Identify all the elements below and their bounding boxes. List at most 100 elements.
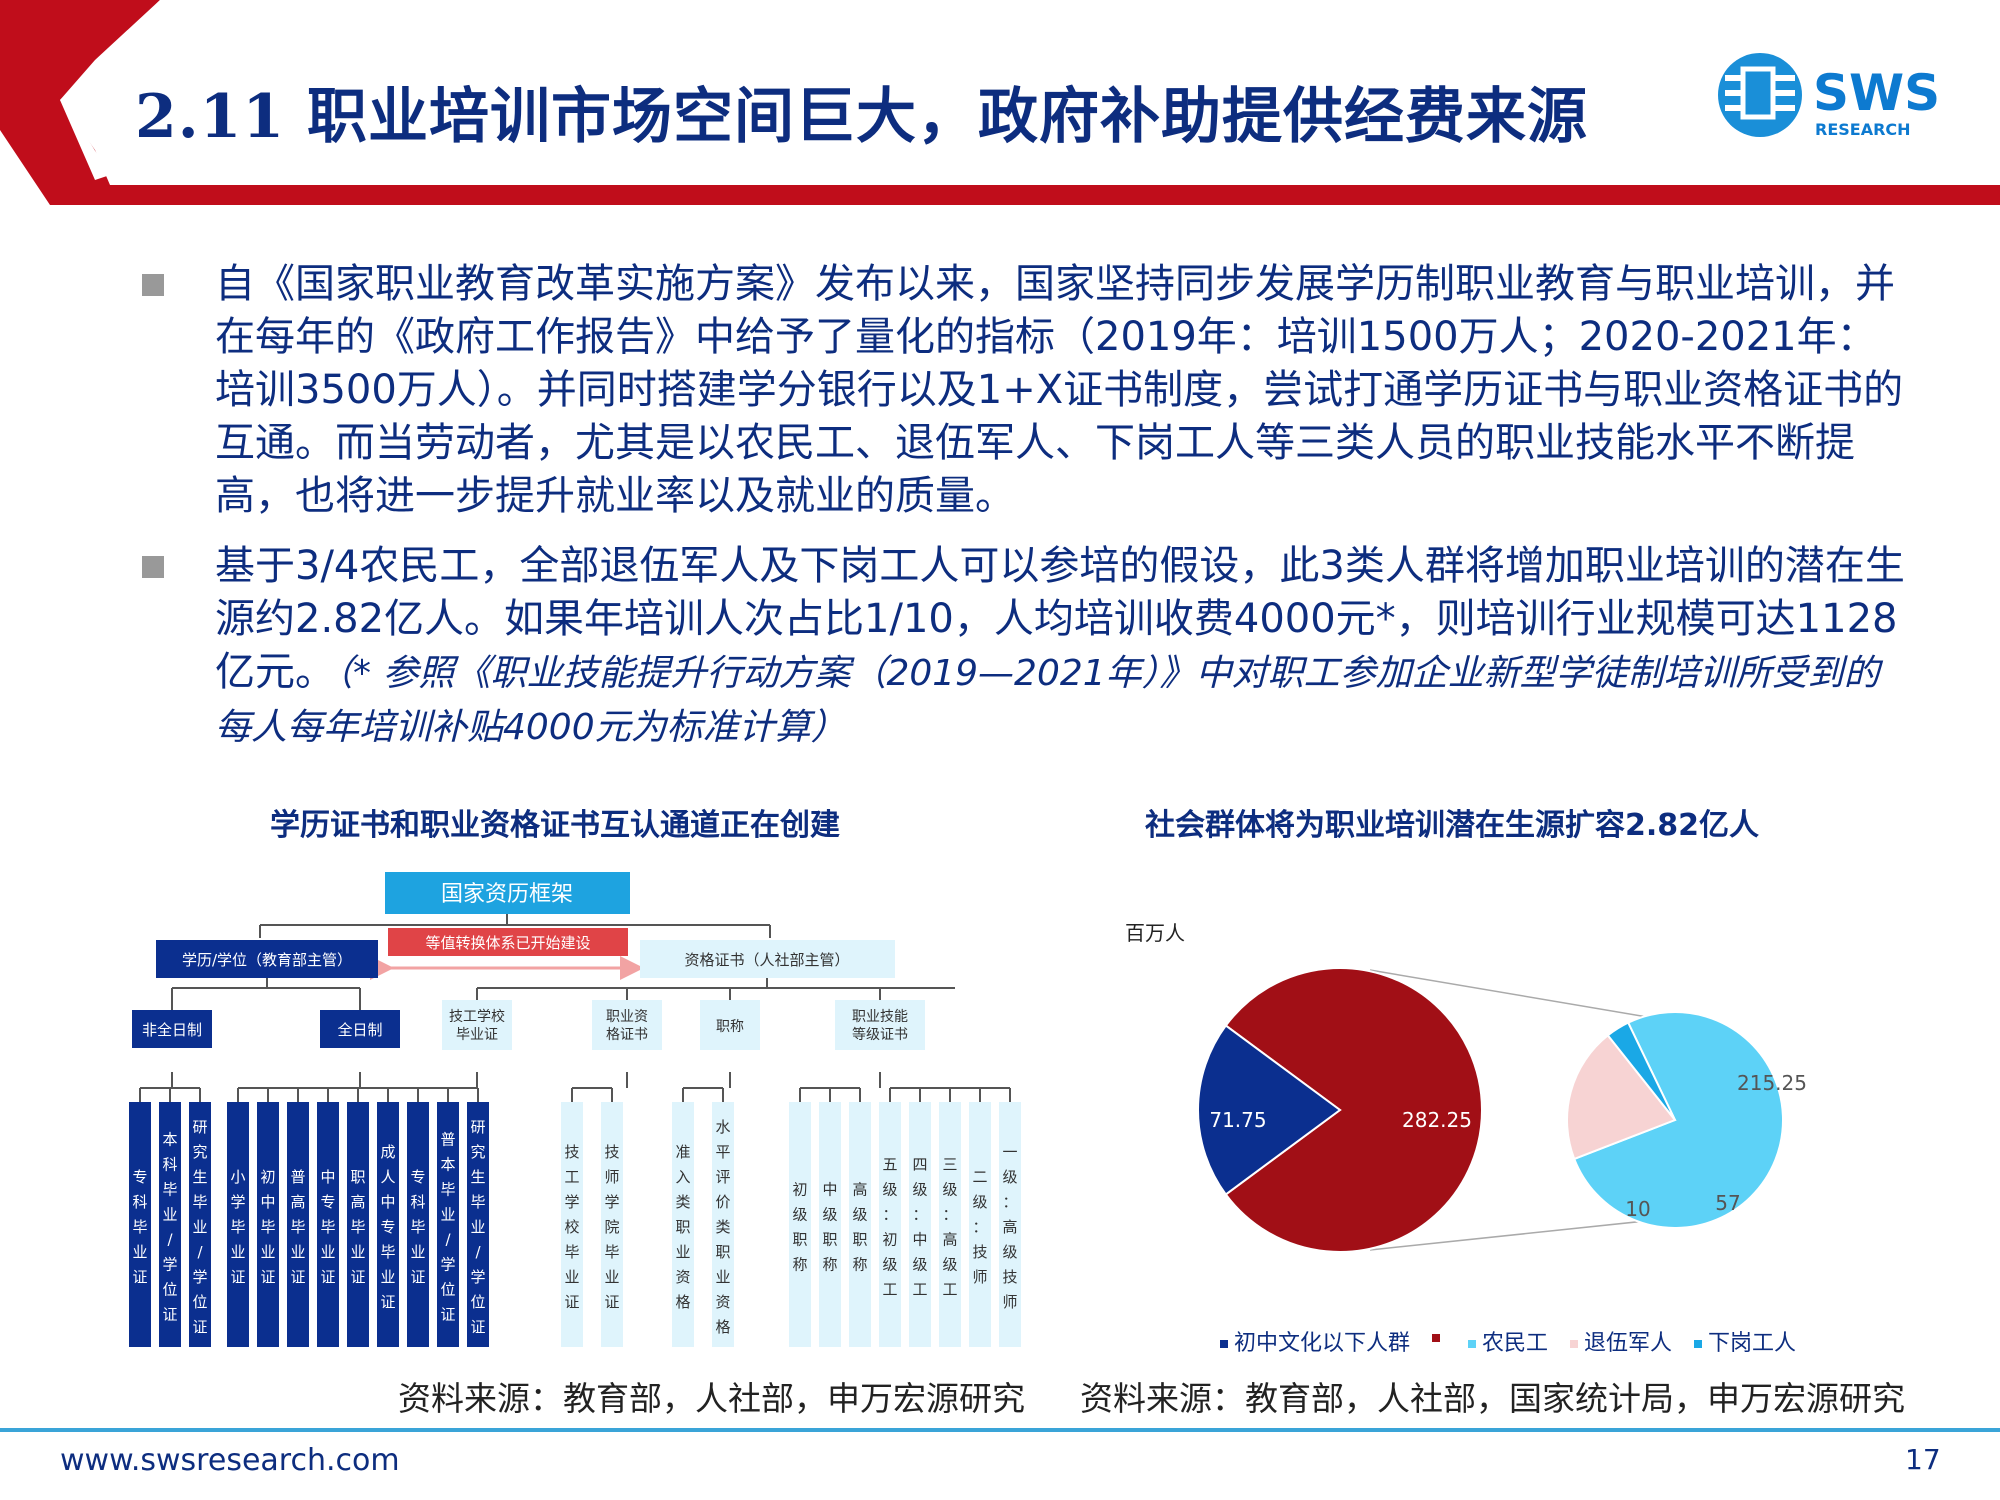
diagram-leaf-char: 科: [162, 1156, 177, 1174]
diagram-leaf-char: 高: [350, 1193, 365, 1211]
part-time-node: [132, 1010, 212, 1048]
diagram-leaf-char: 证: [350, 1268, 365, 1286]
legend-label: 初中文化以下人群: [1234, 1331, 1411, 1356]
legend-label: 农民工: [1482, 1331, 1549, 1356]
diagram-leaf-char: 价: [715, 1193, 730, 1211]
sws-logo-icon: SWS RESEARCH: [1718, 53, 1940, 139]
diagram-leaf-char: 究: [192, 1143, 207, 1161]
diagram-leaf-char: 业: [350, 1243, 365, 1261]
diagram-leaf-char: 校: [564, 1218, 579, 1236]
bullet-paragraph-2: 基于3/4农民工，全部退伍军人及下岗工人可以参培的假设，此3类人群将增加职业培训…: [215, 540, 1905, 754]
diagram-leaf-char: 学: [162, 1256, 177, 1274]
diagram-leaf-char: 生: [470, 1168, 485, 1186]
diagram-leaf-char: 级: [822, 1206, 837, 1224]
diagram-leaf-node: [437, 1102, 459, 1347]
certificate-group-label: 职业资: [606, 1009, 648, 1025]
bullet-marker: [142, 274, 164, 296]
diagram-leaf-char: 业: [675, 1243, 690, 1261]
diagram-leaf-node: [999, 1102, 1021, 1347]
diagram-leaf-char: 水: [715, 1118, 730, 1136]
diagram-leaf-char: 高: [290, 1193, 305, 1211]
logo-text: SWS: [1813, 64, 1940, 122]
diagram-leaf-char: 毕: [230, 1218, 245, 1236]
page-title: 2.11 职业培训市场空间巨大，政府补助提供经费来源: [135, 82, 1589, 152]
diagram-leaf-node: [939, 1102, 961, 1347]
diagram-leaf-char: 学: [564, 1193, 579, 1211]
diagram-leaf-char: 称: [822, 1256, 837, 1274]
diagram-leaf-char: 毕: [132, 1218, 147, 1236]
diagram-leaf-char: 中: [320, 1168, 335, 1186]
diagram-leaf-char: 类: [675, 1193, 690, 1211]
diagram-leaf-char: 证: [470, 1318, 485, 1336]
diagram-leaf-char: 级: [942, 1181, 957, 1199]
diagram-leaf-node: [317, 1102, 339, 1347]
root-node: [385, 872, 630, 914]
diagram-leaf-char: 证: [380, 1293, 395, 1311]
diagram-leaf-char: 证: [564, 1293, 579, 1311]
diagram-leaf-char: 工: [882, 1281, 897, 1299]
diagram-leaf-char: 师: [604, 1168, 619, 1186]
diagram-leaf-char: 普: [440, 1131, 455, 1149]
diagram-leaf-char: 二: [972, 1168, 987, 1186]
diagram-leaf-char: 师: [972, 1268, 987, 1286]
diagram-leaf-char: 毕: [162, 1181, 177, 1199]
diagram-leaf-node: [287, 1102, 309, 1347]
diagram-leaf-node: [407, 1102, 429, 1347]
diagram-leaf-char: 业: [604, 1268, 619, 1286]
diagram-leaf-char: 级: [912, 1256, 927, 1274]
diagram-leaf-char: 级: [792, 1206, 807, 1224]
footer-divider: [0, 1428, 2000, 1432]
diagram-leaf-char: 专: [132, 1168, 147, 1186]
diagram-leaf-char: 业: [440, 1206, 455, 1224]
diagram-leaf-char: 级: [882, 1256, 897, 1274]
diagram-leaf-char: 毕: [440, 1181, 455, 1199]
diagram-leaf-char: 业: [410, 1243, 425, 1261]
diagram-leaf-char: ：: [972, 1218, 987, 1236]
bullet-marker: [142, 556, 164, 578]
legend-item: 下岗工人: [1694, 1325, 1796, 1357]
diagram-leaf-char: 毕: [260, 1218, 275, 1236]
certificate-group-node: [700, 1000, 760, 1050]
diagram-leaf-char: 准: [675, 1143, 690, 1161]
diagram-leaf-char: 毕: [350, 1218, 365, 1236]
full-time-node: [320, 1010, 400, 1048]
pie-slice-low-education: [1197, 1024, 1342, 1196]
diagram-leaf-char: /: [445, 1231, 451, 1249]
diagram-leaf-char: 技: [972, 1243, 987, 1261]
certificate-group-label: 毕业证: [456, 1027, 498, 1043]
full-time-label: 全日制: [337, 1021, 382, 1039]
diagram-leaf-char: 中: [822, 1181, 837, 1199]
diagram-leaf-char: 证: [192, 1318, 207, 1336]
diagram-leaf-node: [969, 1102, 991, 1347]
diagram-leaf-char: 研: [192, 1118, 207, 1136]
diagram-leaf-node: [601, 1102, 623, 1347]
diagram-leaf-char: 级: [852, 1206, 867, 1224]
diagram-leaf-char: 类: [715, 1218, 730, 1236]
certificate-group-label: 职称: [716, 1019, 744, 1035]
diagram-leaf-char: ：: [882, 1206, 897, 1224]
diagram-leaf-char: 毕: [380, 1243, 395, 1261]
certificate-branch-label: 资格证书（人社部主管）: [684, 951, 849, 969]
diagram-leaf-node: [712, 1102, 734, 1347]
diagram-leaf-char: 证: [290, 1268, 305, 1286]
diagram-title: 学历证书和职业资格证书互认通道正在创建: [270, 808, 840, 843]
diagram-leaf-char: 入: [675, 1168, 690, 1186]
diagram-leaf-char: 师: [1002, 1293, 1017, 1311]
legend-item: [1432, 1325, 1446, 1357]
legend-item: 退伍军人: [1570, 1325, 1672, 1357]
diagram-leaf-char: ：: [942, 1206, 957, 1224]
certificate-group-node: [835, 1000, 925, 1050]
diagram-leaf-char: 毕: [410, 1218, 425, 1236]
certificate-group-label: 等级证书: [852, 1026, 908, 1043]
diagram-leaf-char: 专: [320, 1193, 335, 1211]
diagram-leaf-char: 成: [380, 1143, 395, 1161]
legend-item: 农民工: [1468, 1325, 1548, 1357]
diagram-leaf-char: 中: [380, 1193, 395, 1211]
diagram-leaf-char: 业: [132, 1243, 147, 1261]
diagram-leaf-char: 中: [260, 1193, 275, 1211]
diagram-leaf-char: 业: [320, 1243, 335, 1261]
footer-url: www.swsresearch.com: [60, 1443, 400, 1478]
diagram-leaf-char: 普: [290, 1168, 305, 1186]
diagram-leaf-char: 级: [912, 1181, 927, 1199]
diagram-source: 资料来源：教育部，人社部，申万宏源研究: [398, 1379, 1025, 1418]
